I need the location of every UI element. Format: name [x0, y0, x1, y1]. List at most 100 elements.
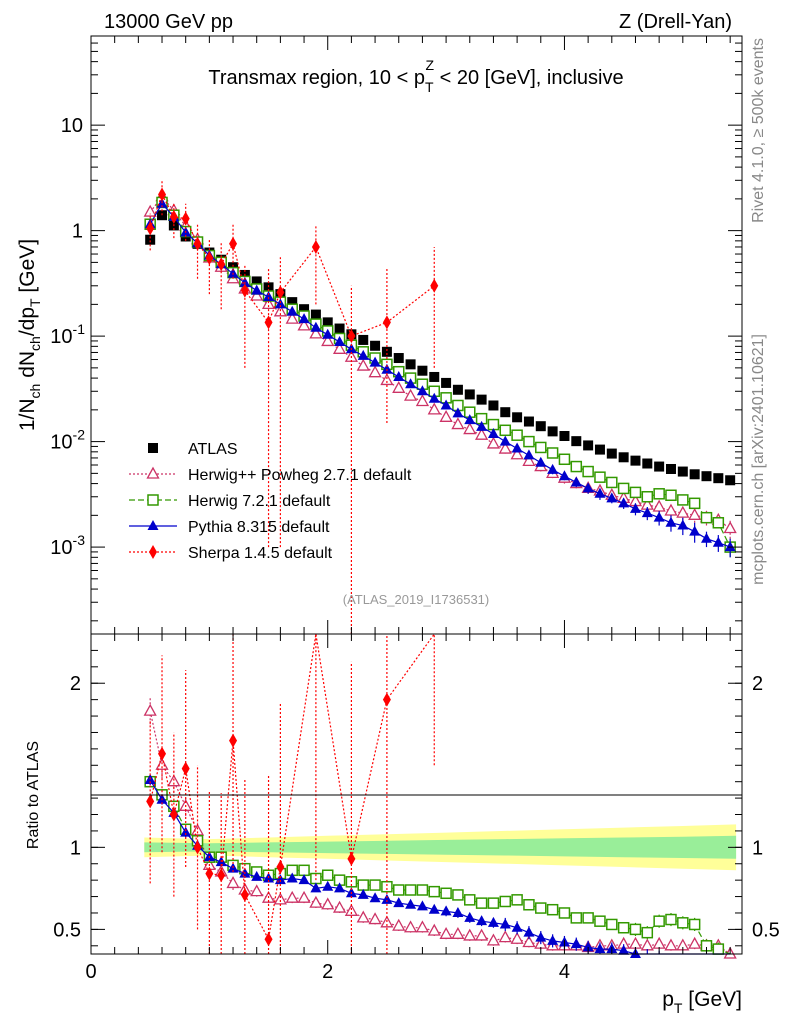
- herwig7-point: [582, 912, 594, 924]
- herwigpp-point: [155, 757, 169, 770]
- mcplots-label: mcplots.cern.ch [arXiv:2401.10621]: [750, 334, 767, 585]
- pythia-point: [334, 335, 346, 346]
- sherpa-point: [158, 746, 167, 761]
- legend-herwigpp-marker: [146, 466, 160, 479]
- herwigpp-point: [439, 926, 453, 939]
- pythia-point: [665, 516, 677, 527]
- atlas-point: [571, 436, 582, 447]
- sherpa-point: [382, 315, 391, 330]
- herwigpp-point: [309, 895, 323, 908]
- atlas-point: [523, 416, 534, 427]
- pythia-point: [582, 482, 594, 493]
- herwigpp-point: [392, 918, 406, 931]
- atlas-point: [642, 458, 653, 469]
- atlas-point: [370, 340, 381, 351]
- pythia-point: [487, 916, 499, 927]
- herwigpp-point: [510, 447, 524, 460]
- pythia-point: [499, 918, 511, 929]
- pythia-point: [357, 888, 369, 899]
- sherpa-point: [276, 285, 285, 300]
- pythia-point: [594, 487, 606, 498]
- herwig7-point: [629, 486, 642, 499]
- legend-sherpa-marker: [149, 545, 157, 559]
- sherpa-point: [276, 860, 285, 875]
- herwig7-point: [558, 907, 571, 919]
- herwigpp-point: [640, 938, 654, 951]
- pythia-point: [298, 874, 310, 885]
- pythia-point: [239, 276, 251, 287]
- herwig7-point: [416, 884, 429, 896]
- atlas-point: [429, 371, 440, 382]
- herwigpp-point: [522, 935, 536, 948]
- herwig7-point: [606, 918, 618, 931]
- sherpa-point: [347, 851, 356, 866]
- herwigpp-point: [498, 441, 512, 454]
- atlas-point: [476, 394, 487, 405]
- pythia-point: [511, 921, 523, 932]
- pythia-point: [310, 882, 322, 893]
- herwig7-point: [653, 915, 665, 927]
- legend-pythia-marker: [147, 520, 159, 530]
- herwigpp-point: [664, 503, 678, 516]
- pythia-point: [535, 456, 547, 467]
- pythia-point: [405, 378, 417, 389]
- atlas-point: [630, 455, 641, 466]
- pythia-point: [440, 399, 452, 410]
- main-ytick-label: 10-2: [50, 427, 85, 454]
- herwigpp-point: [321, 897, 335, 910]
- herwigpp-point: [723, 521, 737, 534]
- herwig7-point: [570, 460, 583, 473]
- herwigpp-point: [451, 417, 465, 430]
- ratio-panel: 0.5 0.5 1 1 2 2 0 2 4 Ratio to ATLAS pT [GeV]: [25, 633, 780, 1016]
- pythia-point: [286, 872, 298, 883]
- herwig7-point: [641, 926, 654, 939]
- atlas-point: [689, 469, 700, 480]
- herwig7-point: [535, 441, 547, 454]
- rivet-label: Rivet 4.1.0, ≥ 500k events: [750, 38, 767, 223]
- herwig7-point: [428, 885, 441, 898]
- sherpa-point: [430, 278, 439, 293]
- herwig7-point: [617, 921, 630, 934]
- atlas-point: [393, 353, 404, 364]
- ratio-xtick-label: 0: [85, 961, 96, 983]
- herwigpp-point: [427, 402, 441, 415]
- pythia-point: [712, 536, 724, 547]
- herwigpp-point: [143, 204, 157, 217]
- herwigpp-point: [344, 903, 358, 916]
- atlas-point: [334, 323, 345, 334]
- legend-pythia-label: Pythia 8.315 default: [188, 519, 330, 536]
- atlas-point: [310, 309, 321, 320]
- herwigpp-point: [652, 936, 666, 949]
- herwigpp-point: [332, 341, 347, 354]
- pythia-point: [369, 356, 381, 367]
- legend-atlas-marker: [148, 443, 158, 453]
- atlas-point: [654, 461, 665, 472]
- herwig7-point: [523, 899, 535, 911]
- herwigpp-point: [368, 365, 382, 378]
- main-panel: 10-3 10-2 10-1 1 10 Transmax region, 10 < pT…: [16, 35, 743, 635]
- atlas-point: [358, 334, 369, 345]
- herwig7-point: [688, 497, 701, 510]
- herwigpp-point: [250, 288, 264, 301]
- atlas-point: [488, 400, 499, 411]
- pythia-point: [357, 349, 369, 360]
- ratio-ytick-label: 1: [70, 837, 81, 859]
- pythia-point: [558, 470, 570, 481]
- herwigpp-point: [392, 380, 406, 393]
- pythia-point: [310, 321, 322, 332]
- herwig7-point: [641, 491, 654, 503]
- sherpa-point: [217, 257, 226, 272]
- atlas-point: [606, 448, 617, 459]
- ratio-ytick-label: 2: [70, 673, 81, 695]
- sherpa-point: [347, 329, 356, 344]
- pythia-point: [428, 903, 440, 914]
- pythia-point: [547, 463, 559, 474]
- pythia-point: [511, 442, 523, 453]
- herwig7-point: [677, 917, 689, 929]
- herwigpp-point: [688, 507, 702, 520]
- legend-sherpa-label: Sherpa 1.4.5 default: [188, 545, 333, 562]
- ratio-band-inner: [144, 835, 737, 859]
- sherpa-point: [382, 692, 391, 707]
- sherpa-point: [146, 794, 155, 809]
- pythia-point: [570, 476, 582, 487]
